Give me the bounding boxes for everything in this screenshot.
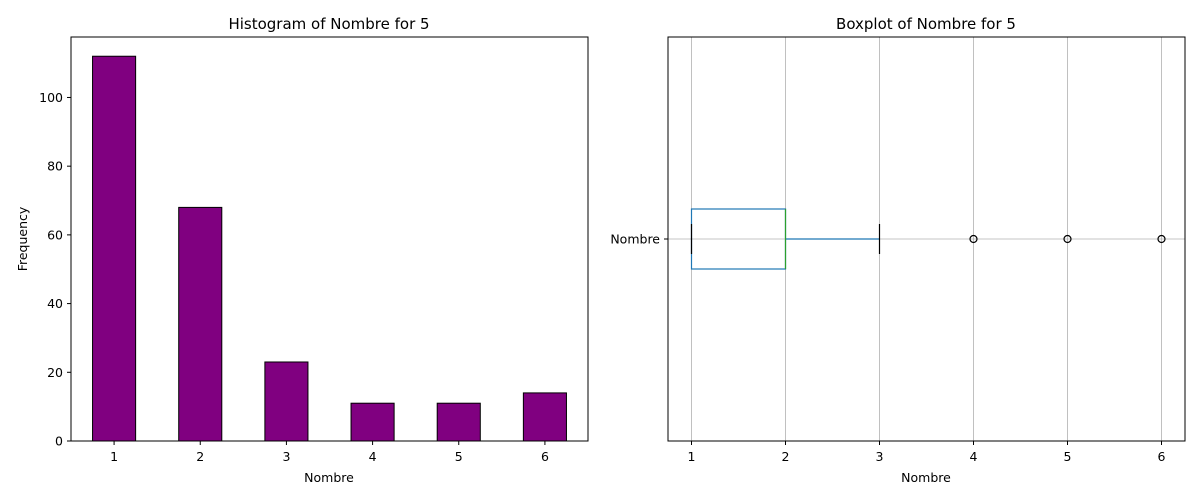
histogram-chart: Histogram of Nombre for 5 1 2 3 4 5 6 0 20 40 60… (15, 15, 589, 485)
boxplot-x-tick-label: 5 (1064, 449, 1072, 464)
histogram-bar (522, 392, 567, 442)
histogram-y-axis-label: Frequency (15, 206, 30, 271)
boxplot-title: Boxplot of Nombre for 5 (836, 15, 1016, 33)
boxplot-x-tick-label: 6 (1158, 449, 1166, 464)
boxplot-outlier (1063, 234, 1072, 244)
boxplot-x-ticks: 1 2 3 4 5 6 (688, 441, 1166, 464)
boxplot-x-tick-label: 4 (970, 449, 978, 464)
histogram-bar (264, 361, 309, 442)
histogram-y-tick-label: 60 (47, 227, 63, 242)
histogram-x-tick-label: 3 (282, 449, 290, 464)
histogram-y-tick-label: 100 (39, 90, 63, 105)
boxplot-outlier (969, 234, 978, 244)
histogram-x-ticks: 1 2 3 4 5 6 (110, 441, 549, 464)
boxplot-chart: Boxplot of Nombre for 5 1 2 3 4 5 6 Nombre No… (610, 15, 1186, 485)
histogram-frame (70, 36, 589, 442)
boxplot-grid (668, 37, 1185, 441)
histogram-x-tick-label: 2 (196, 449, 204, 464)
histogram-title: Histogram of Nombre for 5 (228, 15, 429, 33)
histogram-bar (178, 206, 223, 442)
histogram-y-tick-label: 80 (47, 159, 63, 174)
histogram-y-ticks: 0 20 40 60 80 100 (39, 90, 71, 449)
histogram-y-tick-label: 0 (55, 434, 63, 449)
boxplot-body (690, 208, 1166, 270)
histogram-y-tick-label: 20 (47, 365, 63, 380)
boxplot-outlier (1157, 234, 1166, 244)
histogram-bar (350, 402, 395, 442)
histogram-x-tick-label: 4 (369, 449, 377, 464)
boxplot-y-ticks: Nombre (610, 232, 668, 247)
histogram-bars (92, 55, 567, 442)
histogram-x-tick-label: 5 (455, 449, 463, 464)
histogram-bar (92, 55, 137, 442)
boxplot-x-tick-label: 3 (876, 449, 884, 464)
boxplot-y-tick-label: Nombre (610, 232, 660, 247)
histogram-bar (436, 402, 481, 442)
histogram-x-tick-label: 6 (541, 449, 549, 464)
histogram-x-tick-label: 1 (110, 449, 118, 464)
boxplot-x-axis-label: Nombre (901, 470, 951, 485)
boxplot-x-tick-label: 2 (782, 449, 790, 464)
boxplot-x-tick-label: 1 (688, 449, 696, 464)
histogram-x-axis-label: Nombre (304, 470, 354, 485)
histogram-y-tick-label: 40 (47, 296, 63, 311)
